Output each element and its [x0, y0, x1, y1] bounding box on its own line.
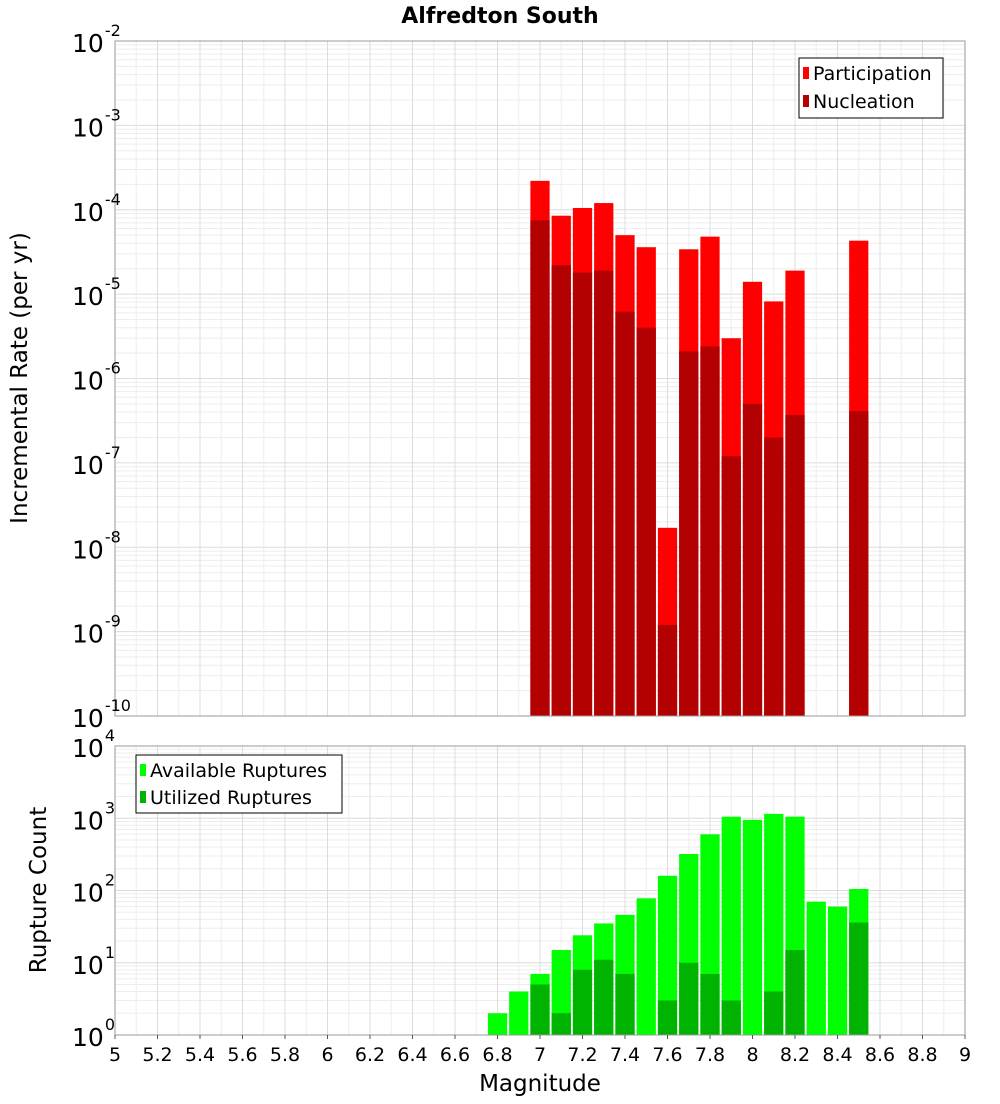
- count-bar-available-ruptures: [487, 1013, 508, 1035]
- rate-bar-nucleation: [679, 351, 699, 716]
- x-tick-label: 6: [321, 1044, 333, 1066]
- rate-y-tick-label: 10-2: [72, 21, 121, 58]
- count-y-tick-label: 101: [72, 943, 115, 980]
- x-tick-label: 8.2: [780, 1044, 810, 1066]
- rate-bar-nucleation: [615, 311, 635, 716]
- nucleation-swatch: [803, 95, 809, 107]
- count-legend-box: [135, 754, 343, 814]
- count-bar-available-ruptures: [657, 875, 678, 1035]
- x-tick-label: 8.6: [865, 1044, 895, 1066]
- rate-y-tick-label: 10-8: [72, 527, 121, 564]
- x-tick-label: 7.8: [695, 1044, 725, 1066]
- chart-title: Alfredton South: [401, 4, 598, 29]
- rate-bar-nucleation: [700, 346, 720, 716]
- count-bar-available-ruptures: [764, 813, 784, 1035]
- x-tick-label: 7.2: [567, 1044, 597, 1066]
- x-tick-label: 7.6: [652, 1044, 682, 1066]
- rate-bar-nucleation: [594, 270, 614, 716]
- rate-bar-nucleation: [742, 403, 763, 716]
- rate-bar-nucleation: [785, 414, 805, 716]
- count-bar-utilized-ruptures: [572, 969, 593, 1035]
- available-swatch: [140, 764, 146, 776]
- rate-plot-border: [114, 40, 966, 717]
- count-bar-utilized-ruptures: [849, 922, 869, 1035]
- rate-legend-box: [798, 57, 944, 119]
- x-tick-label: 8.8: [907, 1044, 937, 1066]
- rate-bar-nucleation: [849, 411, 869, 716]
- rate-y-tick-label: 10-7: [72, 443, 121, 480]
- rate-panel: 10-10 10-9 10-8 10-7 10-6 10-5 10-4 10-3 10-2 In…: [7, 21, 966, 733]
- count-bar-available-ruptures: [806, 901, 826, 1035]
- count-legend: Available Ruptures Utilized Ruptures: [135, 754, 343, 814]
- x-tick-label: 6.6: [440, 1044, 470, 1066]
- count-bar-utilized-ruptures: [721, 1000, 741, 1035]
- x-tick-label: 6.2: [355, 1044, 385, 1066]
- rate-y-tick-label: 10-9: [72, 612, 121, 649]
- count-bar-available-ruptures: [721, 816, 741, 1035]
- x-tick-label: 5.2: [142, 1044, 172, 1066]
- x-tick-label: 7.4: [610, 1044, 640, 1066]
- count-bar-available-ruptures: [636, 898, 656, 1035]
- utilized-swatch: [140, 791, 146, 803]
- x-axis-label: Magnitude: [479, 1071, 601, 1097]
- rate-y-tick-label: 10-5: [72, 274, 121, 311]
- rate-y-tick-label: 10-6: [72, 359, 121, 396]
- participation-swatch: [803, 67, 809, 79]
- x-tick-label: 8.4: [822, 1044, 852, 1066]
- x-tick-label: 5: [109, 1044, 121, 1066]
- count-bar-utilized-ruptures: [615, 973, 635, 1035]
- count-y-tick-label: 103: [72, 798, 115, 835]
- x-tick-label: 9: [959, 1044, 971, 1066]
- rate-legend: Participation Nucleation: [798, 57, 944, 119]
- x-tick-label: 5.6: [227, 1044, 257, 1066]
- x-ticks: 5 5.2 5.4 5.6 5.8 6 6.2 6.4 6.6 6.8 7 7.2 7.4 7.6 7.8 8…: [109, 1035, 971, 1066]
- count-bar-available-ruptures: [509, 991, 529, 1035]
- count-bar-utilized-ruptures: [764, 991, 784, 1035]
- rate-bar-nucleation: [530, 220, 550, 717]
- count-y-tick-label: 102: [72, 871, 115, 908]
- count-bars: [487, 813, 869, 1035]
- count-bar-available-ruptures: [742, 819, 763, 1035]
- x-tick-label: 5.8: [270, 1044, 300, 1066]
- nucleation-legend-label: Nucleation: [813, 91, 915, 113]
- rate-bar-nucleation: [572, 272, 593, 716]
- count-bar-utilized-ruptures: [530, 984, 550, 1035]
- count-bar-utilized-ruptures: [594, 959, 614, 1035]
- rate-bar-nucleation: [551, 265, 571, 716]
- count-bar-utilized-ruptures: [551, 1013, 571, 1035]
- x-tick-label: 8: [746, 1044, 758, 1066]
- count-bar-utilized-ruptures: [679, 962, 699, 1035]
- x-tick-label: 6.4: [397, 1044, 427, 1066]
- count-bar-utilized-ruptures: [657, 1000, 678, 1035]
- rate-y-tick-label: 10-3: [72, 105, 121, 142]
- rate-bar-nucleation: [764, 437, 784, 716]
- count-y-axis-label: Rupture Count: [26, 807, 52, 973]
- count-bar-utilized-ruptures: [785, 950, 805, 1035]
- rate-bar-nucleation: [657, 624, 678, 716]
- utilized-legend-label: Utilized Ruptures: [150, 787, 312, 809]
- count-bar-available-ruptures: [827, 906, 848, 1035]
- rate-bars: [530, 180, 869, 717]
- x-tick-label: 6.8: [482, 1044, 512, 1066]
- available-legend-label: Available Ruptures: [150, 760, 327, 782]
- x-tick-label: 7: [534, 1044, 546, 1066]
- rate-y-axis-label: Incremental Rate (per yr): [7, 232, 33, 524]
- rate-y-tick-label: 10-10: [72, 696, 131, 733]
- rate-bar-nucleation: [636, 327, 656, 716]
- participation-legend-label: Participation: [813, 63, 932, 85]
- count-bar-utilized-ruptures: [700, 973, 720, 1035]
- rate-y-tick-label: 10-4: [72, 190, 121, 227]
- x-tick-label: 5.4: [185, 1044, 215, 1066]
- rate-bar-nucleation: [721, 456, 741, 716]
